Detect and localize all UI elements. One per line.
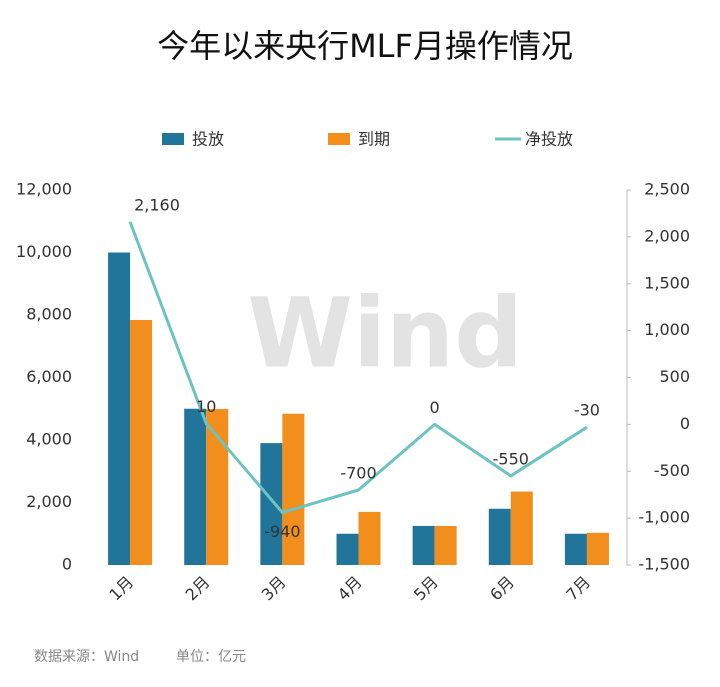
x-tick-label: 3月 bbox=[258, 572, 290, 604]
bar bbox=[358, 511, 381, 565]
legend-label: 净投放 bbox=[525, 130, 573, 149]
legend-label: 到期 bbox=[358, 130, 390, 149]
y-tick-label: 2,000 bbox=[26, 492, 72, 511]
bar bbox=[586, 532, 609, 565]
x-tick-label: 2月 bbox=[182, 572, 214, 604]
y-tick-label: 8,000 bbox=[26, 305, 72, 324]
y-tick-label: 6,000 bbox=[26, 367, 72, 386]
bar bbox=[412, 525, 435, 565]
y-tick-label: 4,000 bbox=[26, 430, 72, 449]
line bbox=[128, 221, 588, 514]
chart-title: 今年以来央行MLF月操作情况 bbox=[157, 27, 573, 65]
watermark: Wind bbox=[247, 277, 523, 389]
y2-tick-label: -500 bbox=[654, 461, 690, 480]
unit: 单位：亿元 bbox=[176, 649, 246, 665]
y-tick-label: 0 bbox=[62, 555, 72, 574]
y2-tick-label: 0 bbox=[680, 414, 690, 433]
y2-tick-label: 1,500 bbox=[644, 273, 690, 292]
bar bbox=[510, 491, 533, 565]
data-label: -940 bbox=[264, 522, 300, 541]
y2-tick-label: 1,000 bbox=[644, 320, 690, 339]
bar bbox=[108, 252, 131, 565]
bar bbox=[206, 409, 229, 565]
x-tick-label: 5月 bbox=[410, 572, 442, 604]
y2-tick-label: 500 bbox=[659, 367, 690, 386]
data-label: -700 bbox=[340, 464, 376, 483]
y-tick-label: 12,000 bbox=[16, 180, 72, 199]
x-tick-label: 1月 bbox=[105, 572, 137, 604]
legend-label: 投放 bbox=[192, 130, 224, 149]
bar bbox=[184, 408, 207, 565]
bar bbox=[488, 508, 511, 565]
source: 数据来源：Wind bbox=[34, 649, 139, 665]
y2-tick-label: 2,500 bbox=[644, 180, 690, 199]
data-label: 10 bbox=[196, 397, 216, 416]
y-tick-label: 10,000 bbox=[16, 242, 72, 261]
y2-tick-label: -1,000 bbox=[638, 508, 690, 527]
legend-swatch bbox=[328, 133, 350, 145]
data-label: 2,160 bbox=[134, 195, 180, 214]
bar bbox=[260, 443, 283, 565]
x-tick-label: 6月 bbox=[486, 572, 518, 604]
y2-tick-label: -1,500 bbox=[638, 555, 690, 574]
data-label: -30 bbox=[574, 401, 600, 420]
data-label: 0 bbox=[430, 398, 440, 417]
bar bbox=[130, 320, 153, 565]
data-label: -550 bbox=[493, 449, 529, 468]
bar bbox=[282, 413, 305, 565]
y2-tick-label: 2,000 bbox=[644, 226, 690, 245]
x-tick-label: 4月 bbox=[334, 572, 366, 604]
bar bbox=[564, 533, 587, 565]
bar bbox=[336, 533, 359, 565]
x-tick-label: 7月 bbox=[562, 572, 594, 604]
legend-swatch bbox=[162, 133, 184, 145]
bar bbox=[434, 525, 457, 565]
